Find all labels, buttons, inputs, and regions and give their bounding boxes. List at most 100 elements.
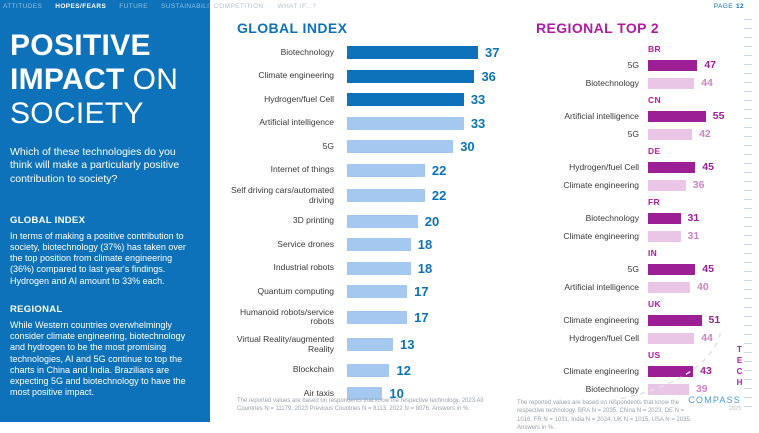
global-bar-label: Internet of things <box>270 164 334 175</box>
regional-group: BR 5G 47 Biotechnology 44 <box>520 43 738 92</box>
regional-bar <box>648 128 693 140</box>
global-chart-row: Hydrogen/fuel Cell 33 <box>222 92 514 107</box>
global-bar-value: 10 <box>389 386 404 402</box>
global-chart-row: Artificial intelligence 33 <box>222 116 514 131</box>
global-chart-row: Service drones 18 <box>222 237 514 252</box>
regional-country-label: CN <box>648 95 661 105</box>
sidebar-regional-text: While Western countries overwhelmingly c… <box>10 319 186 398</box>
regional-top2-chart: REGIONAL TOP 2 BR 5G 47 Biotechnology 44 CN Ar… <box>520 20 738 398</box>
global-bar-value: 17 <box>414 284 429 300</box>
regional-bar <box>648 281 690 293</box>
regional-chart-row: Biotechnology 31 <box>520 209 738 227</box>
regional-bar-value: 40 <box>697 281 709 293</box>
regional-group: FR Biotechnology 31 Climate engineering 31 <box>520 196 738 245</box>
global-bar-value: 20 <box>424 213 440 229</box>
regional-group: CN Artificial intelligence 55 5G 42 <box>520 94 738 143</box>
global-bar <box>347 261 411 275</box>
global-chart-row: Virtual Reality/augmented Reality 13 <box>222 334 514 354</box>
global-bar-value: 33 <box>470 92 486 107</box>
global-bar-label: Climate engineering <box>258 70 334 81</box>
regional-bar <box>648 332 695 344</box>
regional-chart-row: Climate engineering 43 <box>520 362 738 380</box>
regional-country-label: DE <box>648 146 661 156</box>
global-bar <box>347 46 478 59</box>
global-bar-label: 3D printing <box>292 215 334 226</box>
regional-chart-row: Artificial intelligence 55 <box>520 107 738 125</box>
compass-swirl-graphic <box>600 329 722 403</box>
nav-tab-attitudes[interactable]: ATTITUDES <box>3 3 43 10</box>
logo-tech-vertical: TECH <box>735 345 744 389</box>
global-chart-row: Internet of things 22 <box>222 163 514 178</box>
nav-tab-sustainability[interactable]: SUSTAINABILITY <box>161 3 219 10</box>
global-bar-label: Air taxis <box>303 387 334 398</box>
global-bar <box>347 116 464 130</box>
global-bar-label: Hydrogen/fuel Cell <box>264 93 334 104</box>
regional-bar <box>648 212 681 224</box>
global-bar-label: Industrial robots <box>273 262 334 273</box>
regional-chart-row: 5G 45 <box>520 260 738 278</box>
regional-country-label: UK <box>648 299 661 309</box>
nav-secondary-group: COMPETITION WHAT IF...? PAGE 12 <box>210 0 759 13</box>
global-chart-footnote: The reported values are based on respond… <box>237 398 484 413</box>
global-index-chart: GLOBAL INDEX Biotechnology 37 Climate engi… <box>222 20 514 410</box>
regional-bar <box>648 59 698 71</box>
page-indicator: PAGE 12 <box>714 3 759 10</box>
regional-bar <box>648 77 695 89</box>
regional-bar <box>648 161 696 173</box>
global-chart-rows: Biotechnology 37 Climate engineering 36 Hydr… <box>222 45 514 401</box>
global-chart-row: Self driving cars/automated driving 22 <box>222 185 514 205</box>
global-chart-row: Blockchain 12 <box>222 363 514 378</box>
regional-chart-row: Biotechnology 44 <box>520 74 738 92</box>
nav-tab-what-if[interactable]: WHAT IF...? <box>277 3 317 10</box>
regional-group: IN 5G 45 Artificial intelligence 40 <box>520 247 738 296</box>
global-chart-row: Air taxis 10 <box>222 386 514 401</box>
regional-chart-row: 5G 47 <box>520 56 738 74</box>
regional-bar-label: 5G <box>627 60 639 70</box>
regional-bar-value: 44 <box>701 77 713 89</box>
regional-bar <box>648 179 686 191</box>
regional-bar-value: 39 <box>695 383 708 395</box>
global-bar-value: 18 <box>417 260 433 276</box>
regional-country-label: FR <box>648 197 660 207</box>
global-bar-value: 30 <box>460 139 475 154</box>
regional-bar-value: 36 <box>692 179 705 191</box>
regional-country-label: US <box>648 350 661 360</box>
regional-bar-value: 45 <box>702 161 714 173</box>
regional-group: US Climate engineering 43 Biotechnology 39 <box>520 349 738 398</box>
global-bar-value: 12 <box>396 362 411 378</box>
regional-bar-label: Climate engineering <box>563 366 639 376</box>
global-bar <box>347 338 394 352</box>
regional-country-label: BR <box>648 44 661 54</box>
global-bar <box>347 140 454 153</box>
global-bar <box>347 189 425 203</box>
regional-chart-row: Artificial intelligence 40 <box>520 278 738 296</box>
regional-bar-label: Biotechnology <box>585 78 639 88</box>
global-chart-row: Climate engineering 36 <box>222 69 514 84</box>
regional-bar-label: Artificial intelligence <box>564 282 639 292</box>
title-line2-bold: IMPACT <box>10 62 125 96</box>
global-bar-value: 33 <box>470 115 486 131</box>
regional-bar-label: 5G <box>627 264 639 274</box>
global-chart-row: Biotechnology 37 <box>222 45 514 60</box>
global-bar-value: 37 <box>484 45 500 60</box>
global-bar-value: 17 <box>414 309 429 325</box>
regional-bar-label: Hydrogen/fuel Cell <box>569 333 639 343</box>
nav-tab-competition[interactable]: COMPETITION <box>214 3 264 10</box>
regional-chart-title: REGIONAL TOP 2 <box>536 20 660 36</box>
global-bar-value: 22 <box>431 188 447 204</box>
regional-bar-value: 51 <box>708 314 721 326</box>
title-line1: POSITIVE <box>10 29 151 62</box>
global-bar <box>347 69 475 83</box>
global-bar-value: 36 <box>481 68 496 84</box>
nav-tab-hopes-fears[interactable]: HOPES/FEARS <box>55 3 107 10</box>
regional-chart-row: Climate engineering 31 <box>520 227 738 245</box>
global-bar <box>347 285 408 299</box>
top-nav: ATTITUDES HOPES/FEARS FUTURE SUSTAINABIL… <box>0 0 759 13</box>
nav-tab-future[interactable]: FUTURE <box>119 3 148 10</box>
regional-bar <box>648 314 702 326</box>
regional-bar-label: Climate engineering <box>563 315 639 325</box>
regional-bar-label: Biotechnology <box>585 384 639 394</box>
regional-chart-row: Hydrogen/fuel Cell 45 <box>520 158 738 176</box>
regional-chart-row: Climate engineering 51 <box>520 311 738 329</box>
global-bar-label: Biotechnology <box>280 46 334 57</box>
